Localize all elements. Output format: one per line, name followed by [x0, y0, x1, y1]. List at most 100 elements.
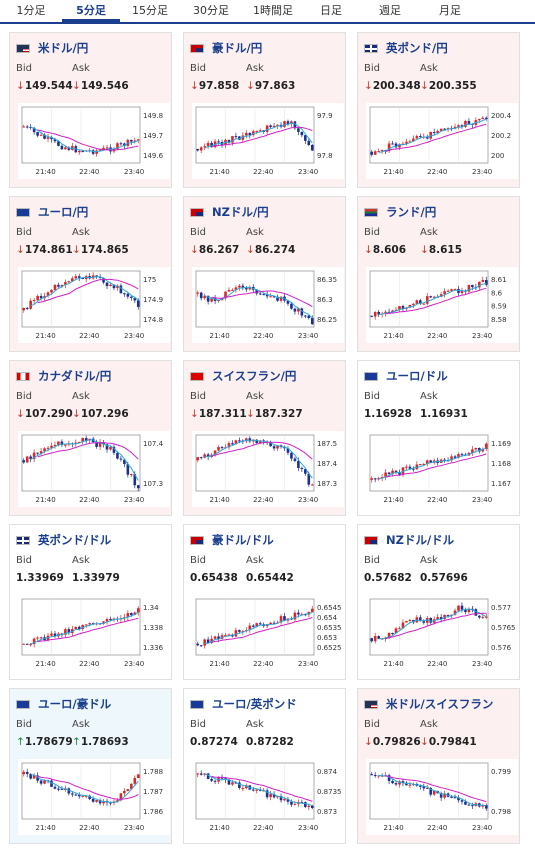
tab-3[interactable]: 30分足 — [193, 4, 229, 17]
pair-name[interactable]: 米ドル/スイスフラン — [386, 697, 494, 711]
rate-card[interactable]: NZドル/円 Bid Ask ↓86.267 ↓86.274 86.35 86.3 86.25… — [183, 196, 346, 352]
chart-container[interactable]: 0.874 0.8735 0.873 21:40 22:40 23:40 — [192, 759, 344, 835]
tab-2[interactable]: 15分足 — [132, 4, 168, 17]
candle — [241, 135, 245, 140]
chart-container[interactable]: 1.788 1.787 1.786 21:40 22:40 23:40 — [18, 759, 170, 835]
rate-card[interactable]: 英ポンド/ドル Bid Ask 1.33969 1.33979 1.34 1.338 1.33… — [9, 524, 172, 680]
rate-card[interactable]: ユーロ/円 Bid Ask ↓174.861 ↓174.865 175 174.9 174.8… — [9, 196, 172, 352]
candle — [39, 296, 43, 299]
pair-title[interactable]: ユーロ/豪ドル — [16, 696, 111, 712]
tab-4[interactable]: 1時間足 — [253, 4, 293, 17]
rate-card[interactable]: ユーロ/豪ドル Bid Ask ↑1.78679 ↑1.78693 1.788 1.787 1… — [9, 688, 172, 844]
candle — [119, 285, 123, 294]
pair-title[interactable]: 豪ドル/ドル — [190, 532, 274, 548]
pair-name[interactable]: 英ポンド/ドル — [38, 533, 112, 547]
pair-name[interactable]: カナダドル/円 — [38, 369, 112, 383]
eu-flag-icon — [364, 372, 378, 381]
pair-title[interactable]: NZドル/円 — [190, 204, 269, 220]
pair-name[interactable]: ユーロ/円 — [38, 205, 89, 219]
ma-short-line — [378, 774, 487, 807]
pair-name[interactable]: NZドル/ドル — [386, 533, 455, 547]
candle — [453, 288, 457, 290]
pair-title[interactable]: 米ドル/スイスフラン — [364, 696, 493, 712]
pair-name[interactable]: 豪ドル/ドル — [212, 533, 274, 547]
chart-container[interactable]: 0.577 0.5765 0.576 21:40 22:40 23:40 — [366, 595, 518, 671]
bid-value: 0.87274 — [190, 736, 238, 748]
chart-container[interactable]: 149.8 149.7 149.6 21:40 22:40 23:40 — [18, 103, 170, 179]
tab-7[interactable]: 月足 — [439, 4, 461, 17]
candle — [286, 121, 290, 125]
pair-name[interactable]: NZドル/円 — [212, 205, 269, 219]
pair-name[interactable]: ユーロ/英ポンド — [212, 697, 297, 711]
pair-name[interactable]: 英ポンド/円 — [386, 41, 448, 55]
candle — [474, 609, 478, 616]
candle — [133, 474, 137, 486]
pair-name[interactable]: ユーロ/ドル — [386, 369, 448, 383]
pair-title[interactable]: ユーロ/英ポンド — [190, 696, 297, 712]
candle — [484, 280, 488, 285]
pair-title[interactable]: 豪ドル/円 — [190, 40, 262, 56]
pair-title[interactable]: 米ドル/円 — [16, 40, 88, 56]
down-arrow-icon: ↓ — [420, 244, 429, 256]
candle — [133, 140, 137, 142]
rate-card[interactable]: ユーロ/ドル Bid Ask 1.16928 1.16931 1.169 1.168 1.16… — [357, 360, 520, 516]
pair-title[interactable]: 英ポンド/円 — [364, 40, 448, 56]
pair-name[interactable]: 米ドル/円 — [38, 41, 89, 55]
chart-container[interactable]: 97.9 97.8 21:40 22:40 23:40 — [192, 103, 344, 179]
rate-card[interactable]: カナダドル/円 Bid Ask ↓107.290 ↓107.296 107.4 107.3 2… — [9, 360, 172, 516]
candle — [425, 787, 429, 789]
chart-container[interactable]: 0.799 0.798 21:40 22:40 23:40 — [366, 759, 518, 835]
chart-container[interactable]: 0.6545 0.654 0.6535 0.653 0.6525 21:40 22:40 23… — [192, 595, 344, 671]
tab-0[interactable]: 1分足 — [16, 4, 46, 17]
rate-card[interactable]: 英ポンド/円 Bid Ask ↓200.348 ↓200.355 200.4 200.2 20… — [357, 32, 520, 188]
chart-container[interactable]: 175 174.9 174.8 21:40 22:40 23:40 — [18, 267, 170, 343]
rate-card[interactable]: 豪ドル/ドル Bid Ask 0.65438 0.65442 0.6545 0.654 0.6… — [183, 524, 346, 680]
candle — [119, 458, 123, 460]
rate-card[interactable]: ランド/円 Bid Ask ↓8.606 ↓8.615 8.61 8.6 8.59 8.58 21… — [357, 196, 520, 352]
chart-container[interactable]: 107.4 107.3 21:40 22:40 23:40 — [18, 431, 170, 507]
pair-title[interactable]: NZドル/ドル — [364, 532, 454, 548]
pair-name[interactable]: スイスフラン/円 — [212, 369, 297, 383]
chart-container[interactable]: 1.169 1.168 1.167 21:40 22:40 23:40 — [366, 431, 518, 507]
pair-name[interactable]: ランド/円 — [386, 205, 437, 219]
tab-6[interactable]: 週足 — [379, 4, 401, 17]
pair-title[interactable]: ユーロ/円 — [16, 204, 88, 220]
chart-container[interactable]: 86.35 86.3 86.25 21:40 22:40 23:40 — [192, 267, 344, 343]
candle — [227, 290, 231, 292]
y-tick-label: 175 — [143, 276, 156, 284]
chart-container[interactable]: 1.34 1.338 1.336 21:40 22:40 23:40 — [18, 595, 170, 671]
pair-name[interactable]: 豪ドル/円 — [212, 41, 263, 55]
candle — [231, 443, 234, 445]
chart-container[interactable]: 8.61 8.6 8.59 8.58 21:40 22:40 23:40 — [366, 267, 518, 343]
candle — [272, 622, 276, 624]
candle — [269, 125, 272, 127]
candle — [199, 292, 203, 299]
tab-1[interactable]: 5分足 — [62, 0, 120, 22]
rate-card[interactable]: 豪ドル/円 Bid Ask ↓97.858 ↓97.863 97.9 97.8 21:40 22… — [183, 32, 346, 188]
candle — [210, 142, 213, 148]
y-tick-label: 97.8 — [317, 152, 333, 160]
chart-container[interactable]: 200.4 200.2 200 21:40 22:40 23:40 — [366, 103, 518, 179]
rate-card[interactable]: スイスフラン/円 Bid Ask ↓187.311 ↓187.327 187.5 187.4… — [183, 360, 346, 516]
ma-short-line — [30, 439, 139, 481]
rate-card[interactable]: NZドル/ドル Bid Ask 0.57682 0.57696 0.577 0.5765 0.… — [357, 524, 520, 680]
rate-card[interactable]: 米ドル/スイスフラン Bid Ask ↓0.79826 ↓0.79841 0.799 0.7… — [357, 688, 520, 844]
y-tick-label: 200 — [491, 152, 504, 160]
pair-title[interactable]: カナダドル/円 — [16, 368, 111, 384]
candle — [130, 139, 133, 142]
pair-title[interactable]: 英ポンド/ドル — [16, 532, 111, 548]
pair-name[interactable]: ユーロ/豪ドル — [38, 697, 112, 711]
candle — [387, 311, 391, 313]
candle — [467, 285, 471, 292]
ma-long-line — [211, 126, 313, 148]
pair-title[interactable]: スイスフラン/円 — [190, 368, 296, 384]
rate-card[interactable]: ユーロ/英ポンド Bid Ask 0.87274 0.87282 0.874 0.8735 0… — [183, 688, 346, 844]
ask-label: Ask — [420, 719, 438, 730]
y-tick-label: 200.4 — [491, 112, 512, 120]
tab-5[interactable]: 日足 — [320, 4, 342, 17]
rate-card[interactable]: 米ドル/円 Bid Ask ↓149.544 ↓149.546 149.8 149.7 149… — [9, 32, 172, 188]
pair-title[interactable]: ユーロ/ドル — [364, 368, 448, 384]
chart-container[interactable]: 187.5 187.4 187.3 21:40 22:40 23:40 — [192, 431, 344, 507]
pair-title[interactable]: ランド/円 — [364, 204, 436, 220]
x-tick-label: 22:40 — [79, 496, 99, 504]
